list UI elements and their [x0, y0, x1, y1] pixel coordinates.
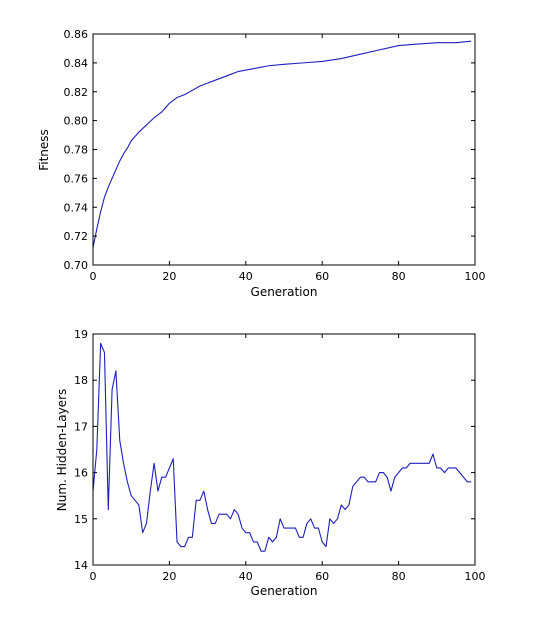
- hidden-layers-plot-ytick-label: 19: [74, 328, 88, 341]
- fitness-plot-xtick-label: 40: [239, 270, 253, 283]
- fitness-plot: Generation Fitness 0 20 40 60 80 100 0.70 0.72 0…: [37, 28, 486, 299]
- hidden-layers-plot-ytick-label: 18: [74, 374, 88, 387]
- hidden-layers-plot-series-line: [92, 342, 472, 552]
- fitness-plot-ytick-label: 0.70: [64, 259, 89, 272]
- hidden-layers-plot-xtick-label: 60: [315, 570, 329, 583]
- fitness-plot-ytick-label: 0.80: [64, 115, 89, 128]
- hidden-layers-plot-ytick-label: 17: [74, 420, 88, 433]
- hidden-layers-plot-xlabel: Generation: [251, 584, 318, 598]
- hidden-layers-plot-ytick-label: 14: [74, 559, 88, 572]
- fitness-plot-xtick-label: 100: [465, 270, 486, 283]
- hidden-layers-plot-xtick-label: 20: [162, 570, 176, 583]
- fitness-plot-ytick-label: 0.72: [64, 230, 89, 243]
- hidden-layers-plot-xtick-label: 0: [90, 570, 97, 583]
- fitness-plot-ytick-label: 0.86: [64, 28, 89, 41]
- fitness-plot-frame: [92, 33, 476, 266]
- fitness-plot-xlabel: Generation: [251, 285, 318, 299]
- fitness-plot-ytick-label: 0.76: [64, 172, 89, 185]
- fitness-plot-ytick-label: 0.84: [64, 57, 89, 70]
- hidden-layers-plot-ytick-label: 16: [74, 467, 88, 480]
- hidden-layers-plot-xtick-label: 80: [392, 570, 406, 583]
- fitness-plot-ytick-label: 0.78: [64, 144, 89, 157]
- hidden-layers-plot-ylabel: Num. Hidden-Layers: [55, 389, 69, 512]
- hidden-layers-plot-xtick-label: 100: [465, 570, 486, 583]
- fitness-plot-xtick-label: 20: [162, 270, 176, 283]
- fitness-plot-series-line: [92, 40, 472, 248]
- fitness-plot-ytick-label: 0.74: [64, 201, 89, 214]
- hidden-layers-plot-frame: [92, 333, 476, 566]
- fitness-plot-xtick-label: 80: [392, 270, 406, 283]
- hidden-layers-plot-ytick-label: 15: [74, 513, 88, 526]
- fitness-plot-xtick-label: 0: [90, 270, 97, 283]
- fitness-plot-ylabel: Fitness: [37, 129, 51, 171]
- fitness-plot-ytick-label: 0.82: [64, 86, 89, 99]
- hidden-layers-plot: Generation Num. Hidden-Layers 0 20 40 60 80 1…: [55, 328, 486, 598]
- hidden-layers-plot-xtick-label: 40: [239, 570, 253, 583]
- fitness-plot-xtick-label: 60: [315, 270, 329, 283]
